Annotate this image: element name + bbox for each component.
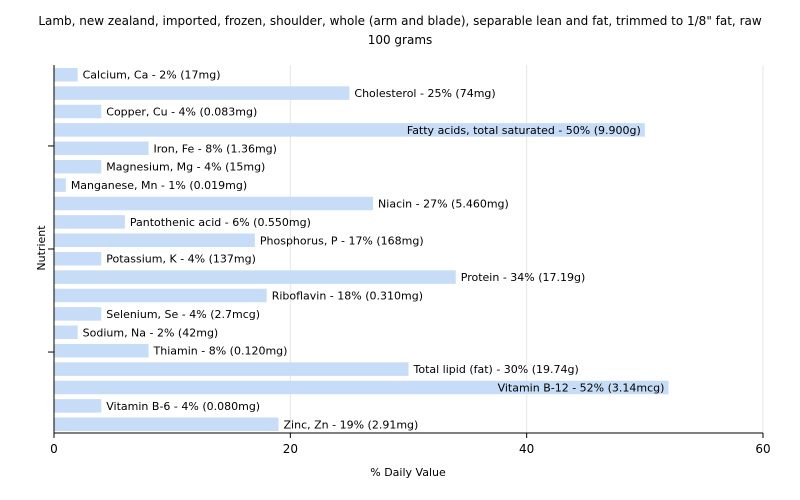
bar-label: Manganese, Mn - 1% (0.019mg) [71, 179, 247, 192]
grid [289, 65, 764, 433]
bar [54, 104, 102, 119]
bar [54, 196, 374, 211]
bar-label: Selenium, Se - 4% (2.7mcg) [106, 308, 260, 321]
bar [54, 123, 645, 137]
chart-subtitle: 100 grams [368, 33, 433, 47]
bar-label: Vitamin B-12 - 52% (3.14mcg) [498, 382, 665, 395]
bar [54, 307, 102, 321]
bar-label: Vitamin B-6 - 4% (0.080mg) [106, 400, 260, 413]
bar-label: Thiamin - 8% (0.120mg) [153, 345, 288, 358]
bar [54, 288, 267, 303]
bar-label: Fatty acids, total saturated - 50% (9.90… [407, 124, 641, 137]
x-tick-label: 0 [50, 442, 58, 456]
x-axis-label: % Daily Value [370, 466, 446, 479]
bar [54, 251, 102, 266]
bar [54, 343, 149, 358]
bar [54, 233, 255, 248]
bar-label: Total lipid (fat) - 30% (19.74g) [413, 363, 579, 376]
bar-label: Cholesterol - 25% (74mg) [354, 87, 495, 100]
x-tick-label: 60 [755, 442, 770, 456]
bar [54, 417, 279, 432]
bar-label: Phosphorus, P - 17% (168mg) [260, 234, 424, 247]
bar [54, 67, 78, 82]
bar-label: Zinc, Zn - 19% (2.91mg) [284, 418, 419, 431]
bar-label: Iron, Fe - 8% (1.36mg) [154, 142, 277, 155]
bar [54, 86, 350, 100]
x-ticks: 0 20 40 60 [50, 433, 771, 456]
bar-label: Protein - 34% (17.19g) [461, 271, 586, 284]
bar [54, 215, 125, 229]
bar [54, 141, 149, 156]
bar-label: Pantothenic acid - 6% (0.550mg) [130, 216, 311, 229]
bar-label: Sodium, Na - 2% (42mg) [83, 326, 219, 339]
bar [54, 159, 102, 174]
bar [54, 325, 78, 340]
bar-label: Niacin - 27% (5.460mg) [378, 198, 509, 211]
chart-title: Lamb, new zealand, imported, frozen, sho… [38, 14, 762, 28]
axes [48, 65, 763, 434]
bars: Calcium, Ca - 2% (17mg) Cholesterol - 25%… [54, 67, 669, 432]
bar [54, 270, 456, 284]
bar [54, 399, 102, 413]
x-tick-label: 40 [519, 442, 534, 456]
x-tick-label: 20 [283, 442, 298, 456]
bar-label: Calcium, Ca - 2% (17mg) [83, 69, 221, 82]
bar-label: Copper, Cu - 4% (0.083mg) [106, 106, 257, 119]
bar-label: Magnesium, Mg - 4% (15mg) [106, 161, 265, 174]
bar [54, 178, 66, 192]
bar [54, 380, 669, 395]
y-axis-label: Nutrient [35, 225, 48, 271]
bar-label: Potassium, K - 4% (137mg) [106, 253, 256, 266]
bar [54, 362, 409, 376]
bar-label: Riboflavin - 18% (0.310mg) [272, 290, 423, 303]
